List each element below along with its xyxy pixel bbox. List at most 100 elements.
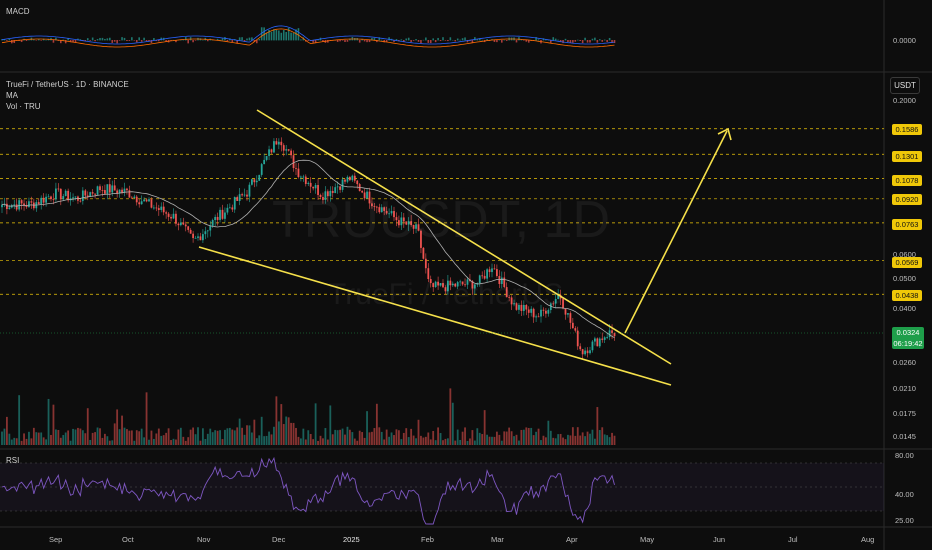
- macd-histogram-bar: [121, 37, 123, 41]
- macd-histogram-bar: [248, 37, 251, 41]
- level-label: 0.1301: [892, 151, 922, 162]
- candle-body: [503, 277, 506, 288]
- volume-bar: [263, 436, 266, 445]
- candle-body: [236, 197, 239, 202]
- candle-body: [290, 150, 292, 156]
- volume-bar: [106, 436, 109, 445]
- candle-body: [505, 287, 508, 298]
- candle-body: [241, 194, 243, 196]
- candle-body: [496, 269, 498, 277]
- volume-bar: [268, 431, 270, 445]
- volume-bar: [99, 428, 101, 445]
- volume-bar: [454, 440, 457, 445]
- candle-body: [336, 186, 339, 188]
- volume-bar: [591, 429, 594, 445]
- volume-bar: [118, 429, 121, 445]
- macd-histogram-bar: [1, 39, 3, 41]
- macd-histogram-bar: [476, 39, 479, 41]
- macd-histogram-bar: [376, 40, 378, 43]
- candle-body: [447, 280, 449, 292]
- candle-body: [513, 303, 515, 305]
- volume-bar: [89, 439, 92, 445]
- volume-bar: [361, 432, 364, 445]
- macd-histogram-bar: [442, 37, 444, 41]
- macd-histogram-bar: [349, 38, 351, 41]
- volume-bar: [351, 432, 354, 445]
- macd-histogram-bar: [388, 37, 390, 41]
- candle-body: [81, 190, 84, 201]
- macd-histogram-bar: [111, 40, 114, 43]
- macd-histogram-bar: [550, 40, 552, 43]
- candle-body: [420, 230, 422, 248]
- candle-body: [74, 196, 77, 198]
- volume-bar: [199, 440, 202, 445]
- volume-bar: [540, 440, 542, 445]
- volume-bar: [182, 436, 185, 445]
- candle-body: [113, 185, 116, 191]
- macd-histogram-bar: [143, 37, 145, 41]
- macd-histogram-bar: [373, 38, 376, 41]
- macd-histogram-bar: [415, 39, 417, 41]
- candle-body: [491, 268, 493, 273]
- candle-body: [601, 338, 604, 340]
- candle-body: [307, 182, 310, 184]
- macd-histogram-bar: [395, 39, 398, 41]
- volume-bar: [214, 430, 217, 445]
- volume-bar: [611, 432, 613, 445]
- volume-bar: [297, 436, 300, 445]
- candle-body: [410, 221, 413, 226]
- macd-histogram-bar: [246, 38, 248, 41]
- wedge-upper-trendline: [256, 109, 672, 365]
- volume-bar: [258, 435, 261, 445]
- volume-bar: [326, 439, 329, 445]
- macd-histogram-bar: [569, 40, 572, 43]
- volume-bar: [393, 435, 395, 445]
- macd-histogram-bar: [366, 40, 368, 43]
- volume-bar: [469, 438, 471, 445]
- volume-bar: [537, 428, 540, 445]
- volume-bar: [179, 427, 182, 445]
- volume-bars: [1, 388, 616, 445]
- candle-body: [393, 211, 395, 218]
- volume-bar: [608, 437, 611, 445]
- candle-body: [547, 310, 550, 314]
- volume-bar: [527, 427, 530, 445]
- volume-bar: [32, 427, 35, 445]
- candle-body: [366, 191, 368, 199]
- macd-histogram-bar: [118, 40, 121, 41]
- volume-bar: [128, 430, 131, 445]
- volume-bar: [493, 436, 496, 445]
- macd-histogram-bar: [496, 40, 498, 43]
- candle-body: [569, 313, 572, 323]
- macd-histogram-bar: [505, 40, 508, 41]
- rsi-indicator: [0, 456, 884, 525]
- currency-unit-button[interactable]: USDT: [890, 77, 920, 94]
- candle-body: [255, 180, 258, 183]
- volume-bar: [148, 439, 150, 445]
- volume-bar: [219, 430, 221, 445]
- macd-histogram-bar: [231, 40, 234, 43]
- macd-histogram-bar: [400, 39, 403, 41]
- ma-label: MA: [6, 91, 18, 100]
- candle-body: [304, 176, 307, 184]
- macd-histogram-bar: [579, 40, 581, 41]
- volume-bar: [10, 439, 13, 445]
- candle-body: [30, 201, 33, 203]
- candle-body: [444, 287, 447, 292]
- volume-bar: [353, 438, 356, 445]
- volume-bar: [187, 437, 190, 445]
- volume-bar: [407, 437, 410, 445]
- candle-body: [349, 176, 351, 181]
- candle-body: [322, 197, 324, 201]
- volume-bar: [260, 416, 263, 445]
- candle-body: [197, 236, 199, 238]
- candle-body: [522, 305, 525, 311]
- macd-histogram-bar: [403, 40, 405, 43]
- candle-body: [398, 220, 400, 226]
- time-tick: Feb: [421, 535, 434, 544]
- volume-bar: [478, 432, 481, 445]
- price-tick: 0.0260: [893, 358, 916, 367]
- candle-body: [508, 297, 511, 298]
- macd-histogram-bar: [175, 40, 177, 43]
